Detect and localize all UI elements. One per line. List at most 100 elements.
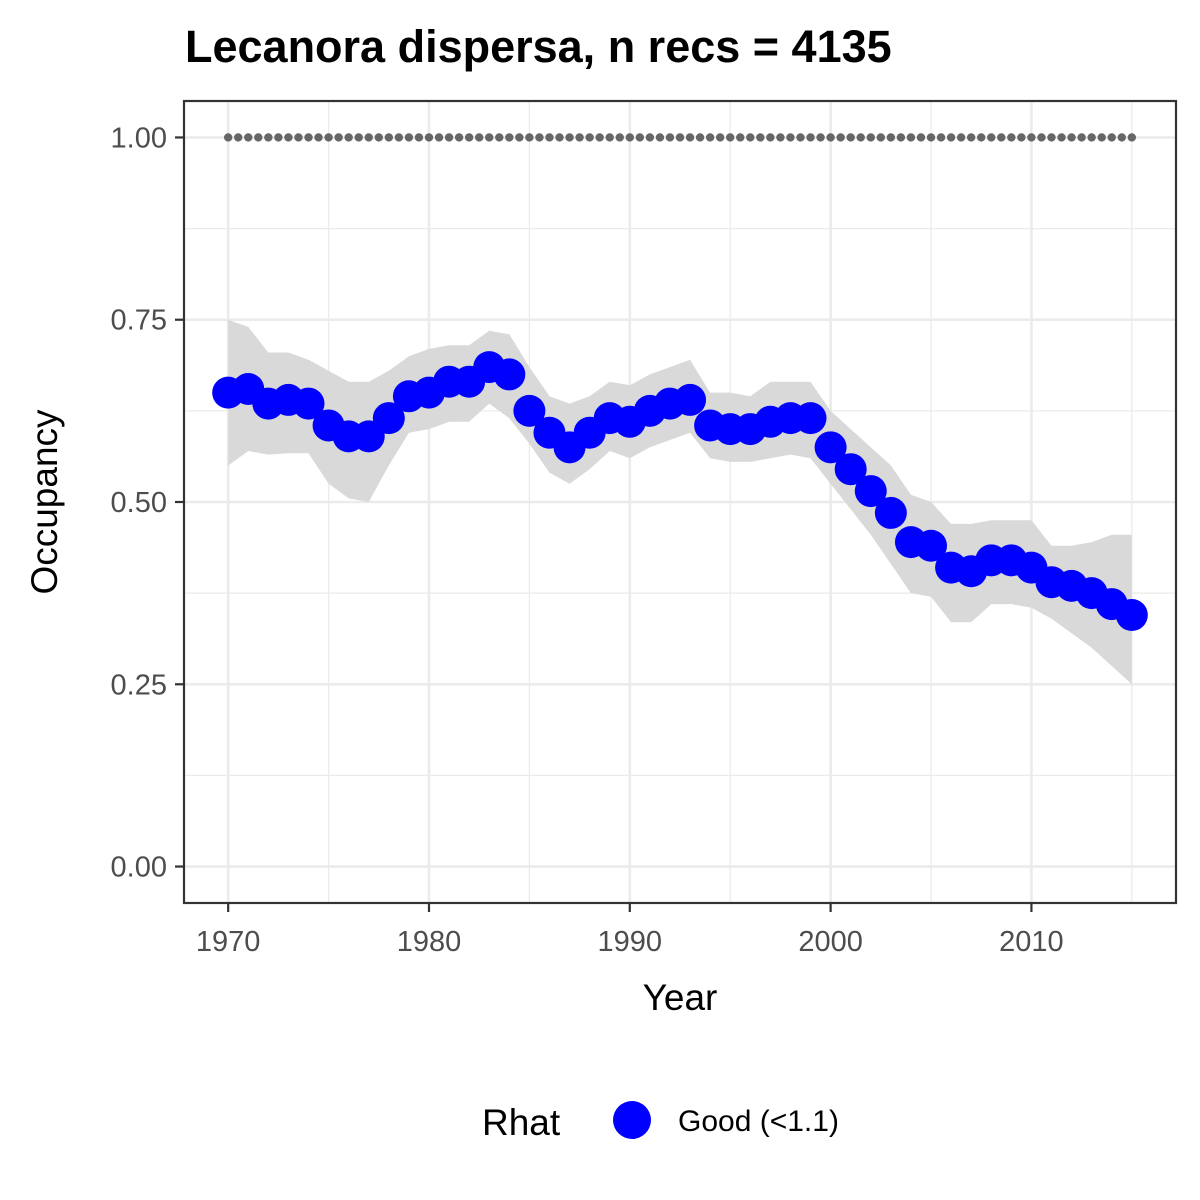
- data-point: [674, 383, 707, 416]
- x-tick-label: 2010: [999, 926, 1064, 958]
- reference-dot: [685, 133, 695, 142]
- reference-dot: [856, 133, 865, 142]
- reference-dot: [1077, 133, 1086, 142]
- reference-dot: [655, 133, 665, 142]
- reference-dot: [695, 133, 705, 142]
- reference-dot: [846, 133, 855, 142]
- chart-title: Lecanora dispersa, n recs = 4135: [185, 21, 892, 72]
- reference-dot: [585, 133, 594, 142]
- reference-dot: [966, 133, 976, 142]
- reference-dot: [886, 133, 896, 142]
- reference-dot: [434, 133, 444, 142]
- reference-dot: [495, 133, 504, 142]
- legend-title: Rhat: [482, 1102, 561, 1143]
- y-tick-label: 1.00: [111, 122, 167, 154]
- reference-dot: [665, 133, 675, 142]
- x-axis-ticks: 1970 1980 1990 2000 2010: [196, 903, 1064, 958]
- reference-dot: [1027, 133, 1036, 142]
- data-point: [292, 387, 325, 420]
- x-tick-label: 1970: [196, 926, 261, 958]
- reference-dot: [715, 133, 725, 142]
- reference-dot: [515, 133, 524, 142]
- reference-dot: [776, 133, 785, 142]
- reference-dot: [414, 133, 424, 142]
- reference-dot: [896, 133, 906, 142]
- reference-dot: [284, 133, 293, 142]
- reference-dot: [876, 133, 886, 142]
- reference-dot: [936, 133, 946, 142]
- reference-dot: [625, 133, 634, 142]
- y-tick-label: 0.00: [111, 852, 167, 884]
- reference-dot: [1047, 133, 1056, 142]
- data-point: [915, 529, 948, 562]
- reference-dot: [464, 133, 474, 142]
- reference-dot: [1087, 133, 1096, 142]
- reference-dot: [264, 133, 273, 142]
- reference-dot: [404, 133, 414, 142]
- reference-dot: [806, 133, 815, 142]
- reference-dot: [274, 133, 283, 142]
- reference-dot: [555, 133, 564, 142]
- reference-dot: [535, 133, 544, 142]
- reference-dot: [916, 133, 926, 142]
- reference-dot: [334, 133, 343, 142]
- data-point: [1115, 599, 1148, 632]
- reference-dot: [766, 133, 775, 142]
- confidence-ribbon: [228, 319, 1132, 685]
- reference-dot: [595, 133, 604, 142]
- reference-dot: [474, 133, 484, 142]
- reference-dot: [746, 133, 755, 142]
- reference-dot: [525, 133, 534, 142]
- x-tick-label: 1990: [598, 926, 663, 958]
- reference-dot: [374, 133, 383, 142]
- reference-dot: [615, 133, 624, 142]
- reference-dot: [244, 133, 253, 142]
- y-tick-label: 0.50: [111, 487, 167, 519]
- reference-dot: [384, 133, 394, 142]
- y-tick-label: 0.25: [111, 669, 167, 701]
- x-tick-label: 1980: [397, 926, 462, 958]
- reference-dot: [956, 133, 966, 142]
- reference-dot: [424, 133, 434, 142]
- reference-dot: [866, 133, 875, 142]
- reference-dot: [1037, 133, 1046, 142]
- reference-dot: [756, 133, 765, 142]
- reference-dot: [645, 133, 655, 142]
- data-point: [854, 475, 887, 508]
- reference-dot: [575, 133, 584, 142]
- reference-dot: [485, 133, 494, 142]
- reference-dot: [324, 133, 333, 142]
- reference-dot: [826, 133, 835, 142]
- reference-dot: [1107, 133, 1116, 142]
- reference-dot: [906, 133, 916, 142]
- data-point: [372, 402, 405, 435]
- data-point: [814, 431, 847, 464]
- reference-dot: [926, 133, 936, 142]
- reference-dot: [786, 133, 795, 142]
- reference-dot: [565, 133, 574, 142]
- x-tick-label: 2000: [798, 926, 863, 958]
- reference-dot: [977, 133, 986, 142]
- x-axis-title: Year: [643, 977, 718, 1018]
- reference-dot: [545, 133, 554, 142]
- reference-dot: [816, 133, 825, 142]
- reference-dot: [705, 133, 715, 142]
- reference-dot: [1127, 133, 1137, 142]
- reference-dot: [304, 133, 313, 142]
- reference-dot: [394, 133, 404, 142]
- reference-line-layer: [223, 133, 1137, 142]
- reference-dot: [796, 133, 805, 142]
- data-point: [794, 402, 827, 435]
- reference-dot: [997, 133, 1006, 142]
- reference-dot: [294, 133, 303, 142]
- reference-dot: [234, 133, 243, 142]
- legend-key-good: [613, 1101, 651, 1139]
- reference-dot: [836, 133, 845, 142]
- data-point: [834, 453, 867, 486]
- y-tick-label: 0.75: [111, 305, 167, 337]
- legend: Rhat Good (<1.1): [482, 1101, 839, 1143]
- data-point: [874, 496, 907, 529]
- data-points-layer: [212, 351, 1148, 632]
- reference-dot: [1117, 133, 1126, 142]
